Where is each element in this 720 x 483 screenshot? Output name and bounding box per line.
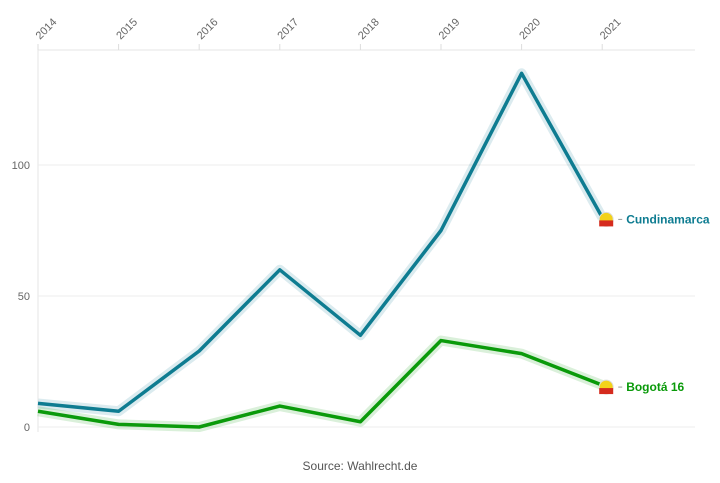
x-tick-label: 2015 <box>114 16 140 42</box>
y-tick-label: 0 <box>24 422 30 434</box>
x-tick-label: 2019 <box>437 16 463 42</box>
y-tick-label: 100 <box>12 160 30 172</box>
x-tick-label: 2017 <box>275 16 301 42</box>
flag-icon-stripe <box>599 220 614 227</box>
series-line-cundinamarca <box>37 71 604 414</box>
series-label: Cundinamarca <box>626 212 710 226</box>
source-note: Source: Wahlrecht.de <box>303 459 418 473</box>
series-line-bogotá <box>37 338 603 429</box>
flag-icon-stripe <box>599 388 614 395</box>
y-tick-label: 50 <box>18 291 30 303</box>
x-tick-label: 2020 <box>517 16 543 42</box>
series-label: Bogotá 16 <box>626 380 684 394</box>
x-tick-label: 2016 <box>195 16 221 42</box>
series-halo <box>37 68 607 417</box>
x-tick-label: 2018 <box>356 16 382 42</box>
x-tick-label: 2014 <box>34 16 60 42</box>
x-tick-label: 2021 <box>598 16 624 42</box>
